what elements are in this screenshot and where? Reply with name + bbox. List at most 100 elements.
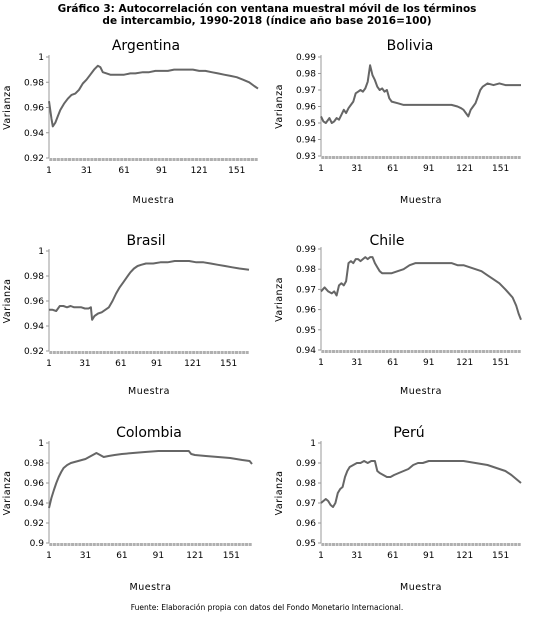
y-tick-label: 0.94 [24,129,44,139]
y-tick-label: 0.94 [24,322,44,332]
x-tick-label: 1 [46,166,52,176]
y-tick-label: 0.96 [24,104,44,114]
x-axis-label: Muestra [130,582,172,593]
chart-title: Perú [393,425,424,441]
chart-title: Argentina [112,38,180,54]
y-tick-label: 0.96 [296,519,316,529]
y-tick-label: 0.94 [24,499,44,509]
x-tick-label: 91 [423,164,434,174]
x-tick-label: 91 [156,166,167,176]
x-tick-label: 61 [387,164,398,174]
x-axis-label: Muestra [128,386,170,397]
x-tick-label: 151 [492,551,509,561]
y-axis-label: Varianza [274,471,285,516]
y-tick-label: 0.98 [296,265,316,275]
x-tick-label: 1 [46,359,52,369]
y-tick-label: 0.98 [24,272,44,282]
chart-title: Bolivia [387,38,434,54]
y-tick-label: 0.99 [296,245,316,255]
page-title: Gráfico 3: Autocorrelación con ventana m… [0,3,534,27]
chart-title: Chile [369,233,404,249]
y-tick-label: 1 [38,439,44,449]
x-tick-label: 151 [492,164,509,174]
y-tick-label: 0.99 [296,53,316,63]
x-tick-label: 151 [228,166,245,176]
chart-title: Brasil [126,233,165,249]
series-line [48,64,259,128]
x-tick-label: 61 [387,551,398,561]
chart-panel-6: Perú 0.95 0.96 0.97 0.98 0.99 1 1 31 61 91 121 151 Mu… [274,425,522,593]
x-tick-label: 61 [115,359,126,369]
y-tick-label: 0.97 [296,86,316,96]
chart-panel-4: Chile 0.94 0.95 0.96 0.97 0.98 0.99 1 31 61 91 121 1… [274,233,522,397]
x-tick-label: 1 [318,358,324,368]
x-tick-label: 91 [423,358,434,368]
y-tick-label: 0.95 [296,119,316,129]
y-tick-label: 0.93 [296,152,316,162]
y-tick-label: 0.92 [24,347,44,357]
y-tick-label: 0.98 [24,78,44,88]
page-title-line-2: de intercambio, 1990-2018 (índice año ba… [102,15,432,27]
y-axis-label: Varianza [2,279,13,324]
x-axis-label: Muestra [400,386,442,397]
source-note: Fuente: Elaboración propia con datos del… [130,603,404,612]
y-tick-label: 1 [310,439,316,449]
x-tick-label: 31 [81,166,92,176]
y-axis-label: Varianza [274,84,285,129]
x-tick-label: 91 [151,359,162,369]
y-tick-label: 0.96 [24,297,44,307]
y-tick-label: 0.97 [296,499,316,509]
x-tick-label: 151 [223,551,240,561]
chart-panel-1: Argentina 0.92 0.94 0.96 0.98 1 1 31 61 91 121 151 M… [2,38,259,206]
y-tick-label: 0.95 [296,539,316,549]
series-line [48,450,253,509]
x-tick-label: 61 [116,551,127,561]
y-tick-label: 0.92 [24,154,44,164]
page-title-line-1: Gráfico 3: Autocorrelación con ventana m… [57,3,477,15]
x-tick-label: 151 [492,358,509,368]
x-tick-label: 121 [456,164,473,174]
y-tick-label: 0.99 [296,459,316,469]
x-tick-label: 121 [186,551,203,561]
y-tick-label: 0.98 [296,479,316,489]
y-tick-label: 0.96 [296,306,316,316]
chart-panel-2: Bolivia 0.93 0.94 0.95 0.96 0.97 0.98 0.99 1 31 61… [274,38,522,206]
x-tick-label: 61 [387,358,398,368]
x-tick-label: 151 [220,359,237,369]
chart-panel-5: Colombia 0.9 0.92 0.94 0.96 0.98 1 1 31 61 91 121 15… [2,425,253,593]
chart-panel-3: Brasil 0.92 0.94 0.96 0.98 1 1 31 61 91 121 151 Mues… [2,233,250,397]
x-tick-label: 121 [191,166,208,176]
x-tick-label: 121 [456,358,473,368]
series-line [49,260,250,321]
x-tick-label: 61 [118,166,129,176]
x-tick-label: 1 [318,164,324,174]
y-tick-label: 0.96 [24,479,44,489]
series-line [320,460,522,508]
y-tick-label: 0.97 [296,285,316,295]
x-tick-label: 1 [318,551,324,561]
y-tick-label: 0.9 [30,539,45,549]
x-tick-label: 121 [456,551,473,561]
y-axis-label: Varianza [2,471,13,516]
chart-title: Colombia [116,425,182,441]
y-tick-label: 0.92 [24,519,44,529]
x-tick-label: 1 [46,551,52,561]
series-line [320,256,522,321]
y-axis-label: Varianza [274,277,285,322]
y-tick-label: 1 [38,53,44,63]
y-axis-label: Varianza [2,85,13,130]
x-tick-label: 31 [80,551,91,561]
y-tick-label: 0.98 [296,70,316,80]
x-tick-label: 91 [423,551,434,561]
series-line [320,64,521,124]
x-tick-label: 31 [351,164,362,174]
x-tick-label: 31 [351,358,362,368]
y-tick-label: 0.98 [24,459,44,469]
x-tick-label: 91 [153,551,164,561]
y-tick-label: 0.94 [296,136,316,146]
y-tick-label: 0.95 [296,326,316,336]
x-tick-label: 121 [184,359,201,369]
x-tick-label: 31 [351,551,362,561]
x-axis-label: Muestra [400,195,442,206]
